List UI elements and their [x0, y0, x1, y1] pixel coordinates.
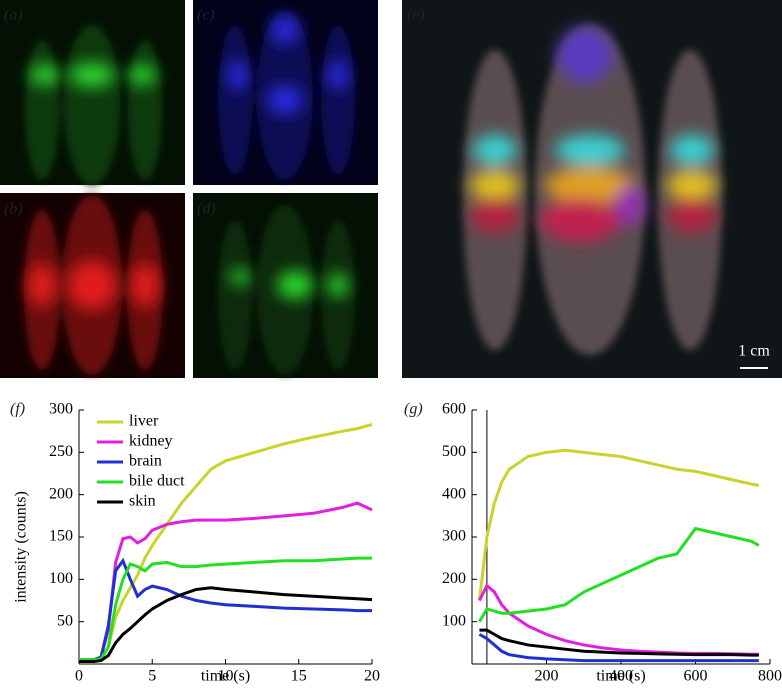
data-line — [478, 526, 760, 623]
panel-label: (c) — [197, 7, 215, 24]
y-tick-label: 400 — [442, 485, 466, 502]
data-line — [79, 557, 372, 662]
x-tick-label: 15 — [291, 668, 307, 685]
y-tick-label: 200 — [49, 485, 73, 502]
x-axis-label: time (s) — [201, 668, 250, 685]
data-line — [79, 586, 373, 663]
legend-label: brain — [129, 453, 162, 470]
panel-label: (e) — [407, 7, 425, 24]
image-c — [193, 0, 378, 185]
image-e: 1 cm — [402, 0, 782, 378]
y-tick-label: 200 — [442, 570, 466, 587]
x-tick-label: 600 — [684, 668, 708, 685]
y-axis-label: intensity (counts) — [13, 491, 30, 603]
y-tick-label: 100 — [442, 612, 466, 629]
legend-label: bile duct — [129, 473, 185, 490]
data-line — [79, 556, 372, 662]
data-line — [477, 448, 760, 601]
legend-label: skin — [129, 493, 156, 510]
panel-label: (b) — [4, 201, 23, 218]
x-tick-label: 200 — [535, 668, 559, 685]
x-tick-label: 20 — [364, 668, 380, 685]
y-tick-label: 50 — [57, 612, 73, 629]
x-tick-label: 800 — [758, 668, 782, 685]
y-tick-label: 300 — [49, 401, 73, 418]
y-tick-label: 250 — [49, 443, 73, 460]
y-tick-label: 600 — [442, 401, 466, 418]
legend-label: kidney — [129, 433, 173, 450]
data-line — [478, 633, 759, 663]
x-tick-label: 0 — [75, 668, 83, 685]
image-d — [193, 193, 378, 378]
image-a — [0, 0, 185, 185]
y-tick-label: 500 — [442, 443, 466, 460]
x-tick-label: 5 — [148, 668, 156, 685]
panel-label: (a) — [4, 7, 23, 24]
panel-label: (f) — [10, 401, 25, 418]
panel-label: (d) — [197, 201, 216, 218]
y-tick-label: 300 — [442, 528, 466, 545]
x-tick-label: 10 — [218, 668, 234, 685]
panel-label: (g) — [404, 401, 423, 418]
scale-bar-label: 1 cm — [738, 343, 770, 360]
legend-label: liver — [129, 413, 159, 430]
y-tick-label: 150 — [49, 528, 73, 545]
x-axis-label: time (s) — [596, 668, 645, 685]
x-tick-label: 400 — [609, 668, 633, 685]
image-b — [0, 193, 185, 378]
data-line — [479, 628, 759, 657]
y-tick-label: 100 — [49, 570, 73, 587]
